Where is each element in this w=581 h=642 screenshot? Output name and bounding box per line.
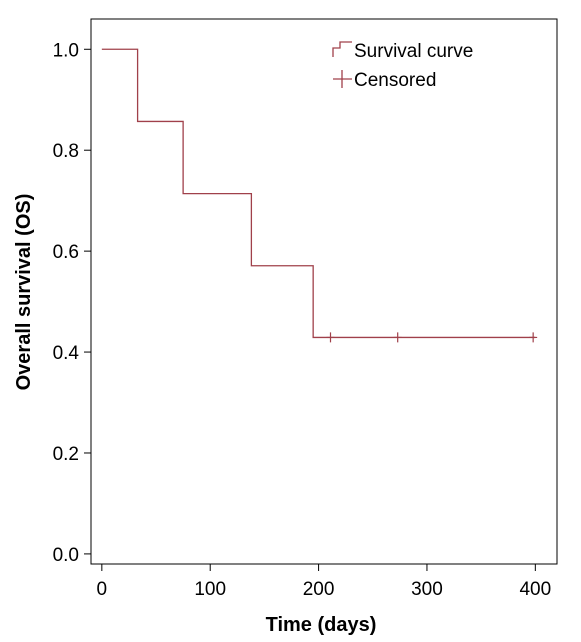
legend-survival-label: Survival curve: [354, 41, 473, 62]
x-tick-label: 0: [97, 579, 108, 600]
y-tick-label: 0.8: [53, 141, 79, 162]
censored-marker: [326, 332, 335, 343]
censored-marker: [393, 332, 402, 343]
legend-survival-symbol: [332, 41, 352, 57]
y-tick-label: 0.2: [53, 444, 79, 465]
x-tick-label: 300: [411, 579, 443, 600]
y-tick-label: 0.4: [53, 343, 80, 364]
x-tick-label: 400: [519, 579, 551, 600]
legend-censored-label: Censored: [354, 70, 436, 91]
y-axis-label: Overall survival (OS): [13, 194, 35, 391]
survival-curve-line: [101, 48, 536, 339]
x-axis-ticks: 0 100 200 300 400: [97, 564, 551, 600]
plot-frame: [90, 18, 558, 565]
x-axis-label: Time (days): [266, 614, 377, 636]
censored-marker: [529, 332, 538, 343]
series-layer: [101, 48, 538, 343]
y-tick-label: 1.0: [53, 40, 79, 61]
legend-censored-symbol: [333, 70, 352, 88]
legend: Survival curve Censored: [332, 41, 473, 91]
y-axis-ticks: 0.0 0.2 0.4 0.6 0.8 1.0: [53, 40, 91, 566]
y-tick-label: 0.0: [53, 545, 79, 566]
x-tick-label: 100: [194, 579, 226, 600]
y-tick-label: 0.6: [53, 242, 79, 263]
x-tick-label: 200: [303, 579, 335, 600]
